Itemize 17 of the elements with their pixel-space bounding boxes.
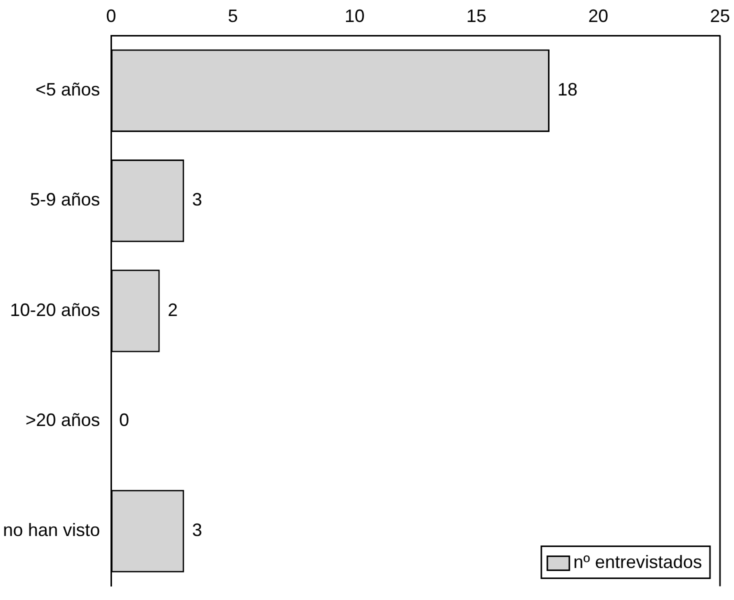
x-tick-label: 5 — [228, 6, 238, 26]
x-tick-label: 25 — [710, 6, 730, 26]
x-tick-label: 20 — [588, 6, 608, 26]
x-tick-label: 0 — [106, 6, 116, 26]
x-tick-label: 15 — [466, 6, 486, 26]
data-label: 0 — [119, 410, 130, 430]
y-tick-label: no han visto — [2, 520, 100, 540]
data-label: 18 — [558, 80, 578, 100]
legend-label: nº entrevistados — [573, 552, 702, 572]
y-tick-label: >20 años — [25, 410, 100, 430]
y-tick-label: <5 años — [36, 80, 100, 100]
data-label: 3 — [192, 190, 202, 210]
y-tick-label: 10-20 años — [10, 300, 100, 320]
data-label: 3 — [192, 520, 202, 540]
x-tick-label: 10 — [344, 6, 365, 26]
data-label: 2 — [168, 300, 178, 320]
y-tick-label: 5-9 años — [30, 190, 100, 210]
